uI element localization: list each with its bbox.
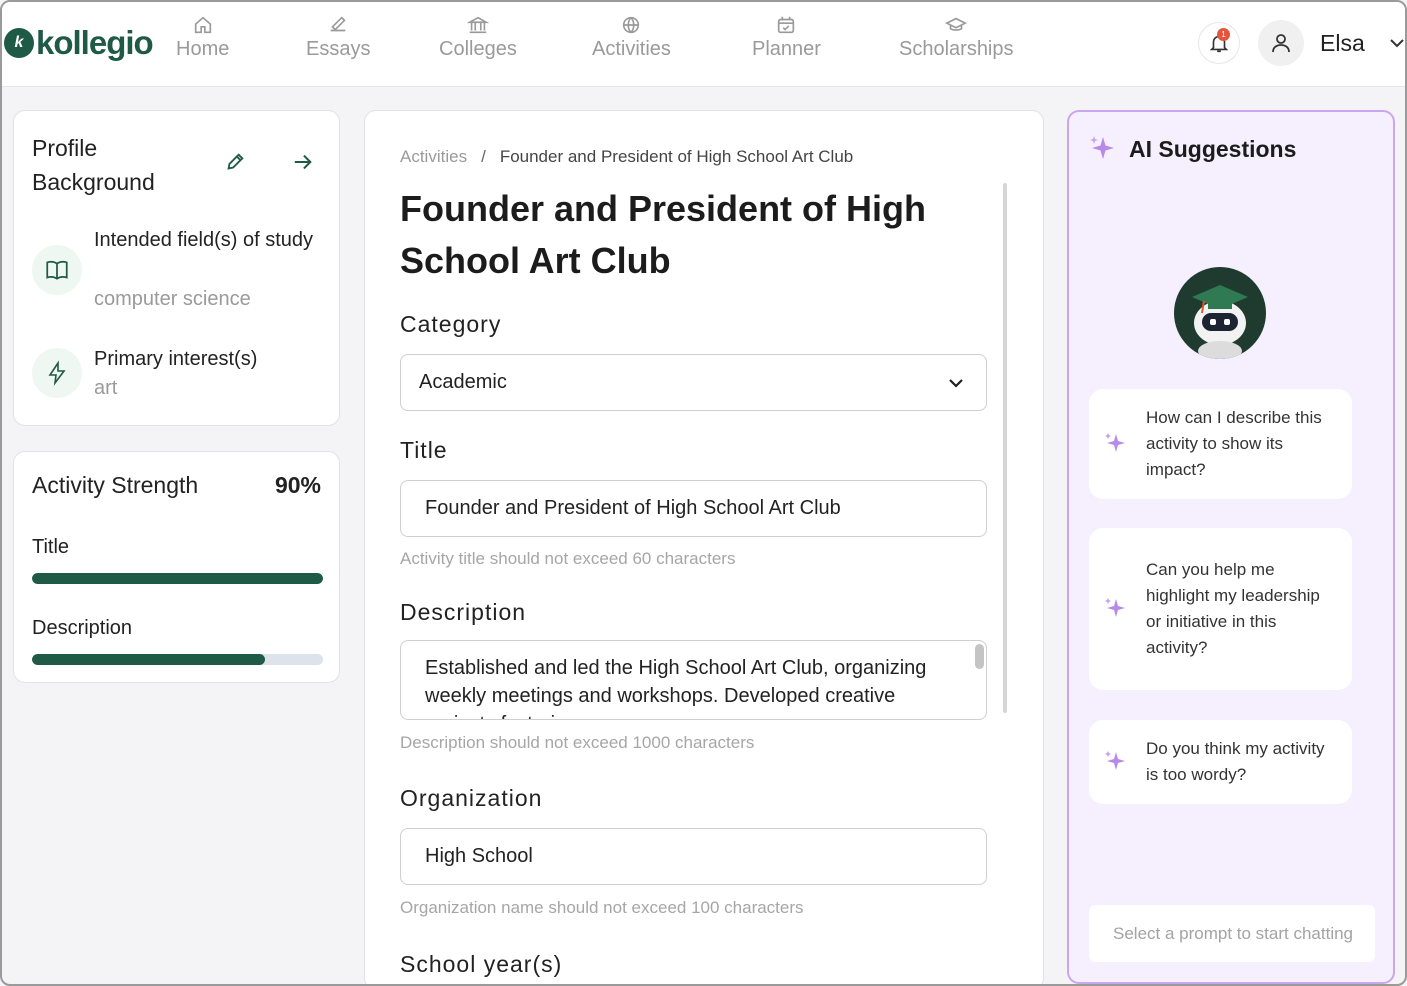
description-progress-fill — [32, 654, 265, 665]
profile-background-card: Profile Background Intended field(s) of … — [13, 110, 340, 426]
logo-mark: k — [4, 28, 34, 58]
organization-value: High School — [425, 845, 533, 867]
ai-prompt-1[interactable]: How can I describe this activity to show… — [1089, 389, 1352, 499]
title-progress-fill — [32, 573, 323, 584]
scholarships-icon — [945, 17, 968, 31]
edit-icon[interactable] — [224, 151, 246, 173]
activities-icon — [623, 16, 640, 34]
sparkle-icon — [1090, 136, 1114, 159]
ai-header: AI Suggestions — [1089, 134, 1296, 164]
page-title: Founder and President of High School Art… — [400, 188, 927, 281]
primary-interest-value: art — [94, 377, 118, 399]
top-nav: k kollegio Home Essays Colleges Activiti… — [2, 2, 1405, 87]
nav-home-label: Home — [176, 38, 230, 60]
kollegio-logo[interactable]: k kollegio — [4, 24, 154, 62]
description-value: Established and led the High School Art … — [425, 657, 927, 719]
intended-field-value: computer science — [94, 288, 251, 310]
category-value: Academic — [419, 371, 507, 393]
ai-suggestions-panel: AI Suggestions How can I describe this a… — [1067, 110, 1395, 984]
profile-card-title: Profile Background — [32, 135, 155, 195]
ai-title: AI Suggestions — [1129, 135, 1297, 162]
nav-essays[interactable]: Essays — [306, 14, 370, 61]
category-select[interactable]: Academic — [400, 354, 987, 411]
home-icon — [194, 16, 211, 34]
essays-icon — [330, 16, 346, 32]
study-icon-wrap — [32, 245, 82, 295]
description-progress-bar — [32, 654, 323, 665]
chevron-down-icon[interactable] — [1388, 36, 1406, 50]
sparkle-icon — [1105, 433, 1125, 452]
nav-activities-label: Activities — [592, 38, 671, 60]
category-label: Category — [400, 311, 502, 337]
chat-input[interactable]: Select a prompt to start chatting — [1089, 905, 1375, 962]
activity-strength-card: Activity Strength 90% Title Description — [13, 451, 340, 683]
notification-badge: 1 — [1217, 28, 1230, 41]
breadcrumb: Activities / Founder and President of High… — [400, 147, 853, 167]
colleges-icon — [466, 16, 489, 34]
description-scrollbar[interactable] — [972, 641, 986, 719]
breadcrumb-current: Founder and President of High School Art… — [499, 147, 854, 166]
organization-label: Organization — [400, 785, 543, 811]
nav-home[interactable]: Home — [176, 14, 229, 61]
ai-prompt-2-text: Can you help me highlight my leadership … — [1146, 560, 1320, 657]
title-input[interactable]: Founder and President of High School Art… — [400, 480, 987, 537]
sparkle-icon — [1105, 751, 1125, 770]
description-scroll-thumb[interactable] — [975, 644, 984, 669]
user-name[interactable]: Elsa — [1320, 30, 1365, 56]
chevron-down-icon — [949, 379, 963, 388]
nav-scholarships[interactable]: Scholarships — [899, 14, 1014, 61]
ai-prompt-3[interactable]: Do you think my activity is too wordy? — [1089, 720, 1352, 804]
description-textarea[interactable]: Established and led the High School Art … — [400, 640, 987, 720]
robot-icon — [1192, 285, 1248, 359]
ai-prompt-1-text: How can I describe this activity to show… — [1146, 408, 1322, 479]
description-label: Description — [400, 599, 527, 625]
activity-editor: Activities / Founder and President of High… — [364, 110, 1044, 984]
nav-activities[interactable]: Activities — [592, 14, 671, 61]
nav-planner-label: Planner — [752, 38, 821, 60]
breadcrumb-separator: / — [481, 147, 486, 166]
planner-icon — [778, 16, 795, 34]
title-progress-bar — [32, 573, 323, 584]
nav-planner[interactable]: Planner — [752, 14, 821, 61]
title-input-value: Founder and President of High School Art… — [425, 497, 841, 519]
interest-icon-wrap — [32, 348, 82, 398]
school-year-label: School year(s) — [400, 951, 563, 977]
nav-essays-label: Essays — [306, 38, 371, 60]
strength-description-label: Description — [32, 617, 133, 639]
avatar[interactable] — [1258, 20, 1304, 66]
lightning-icon — [48, 360, 66, 386]
primary-interest-label: Primary interest(s) — [94, 348, 258, 370]
description-helper: Description should not exceed 1000 chara… — [400, 733, 755, 752]
nav-colleges[interactable]: Colleges — [439, 14, 517, 61]
organization-input[interactable]: High School — [400, 828, 987, 885]
title-helper: Activity title should not exceed 60 char… — [400, 549, 736, 568]
activity-strength-title: Activity Strength — [32, 472, 199, 498]
logo-text: kollegio — [36, 24, 154, 61]
sparkle-icon — [1105, 598, 1125, 617]
book-icon — [46, 260, 68, 280]
main-scrollbar[interactable] — [1003, 183, 1007, 713]
user-icon — [1272, 34, 1290, 53]
nav-scholarships-label: Scholarships — [899, 38, 1014, 60]
organization-helper: Organization name should not exceed 100 … — [400, 898, 804, 917]
activity-strength-percent: 90% — [274, 472, 321, 498]
strength-title-label: Title — [32, 536, 70, 558]
title-label: Title — [400, 437, 448, 463]
ai-prompt-3-text: Do you think my activity is too wordy? — [1146, 739, 1325, 784]
breadcrumb-activities[interactable]: Activities — [400, 147, 468, 166]
nav-colleges-label: Colleges — [439, 38, 517, 60]
ai-prompt-2[interactable]: Can you help me highlight my leadership … — [1089, 528, 1352, 690]
robot-avatar — [1174, 267, 1266, 359]
intended-field-label: Intended field(s) of study — [94, 229, 314, 251]
arrow-right-icon[interactable] — [291, 151, 315, 173]
notifications-button[interactable]: 1 — [1198, 22, 1240, 64]
